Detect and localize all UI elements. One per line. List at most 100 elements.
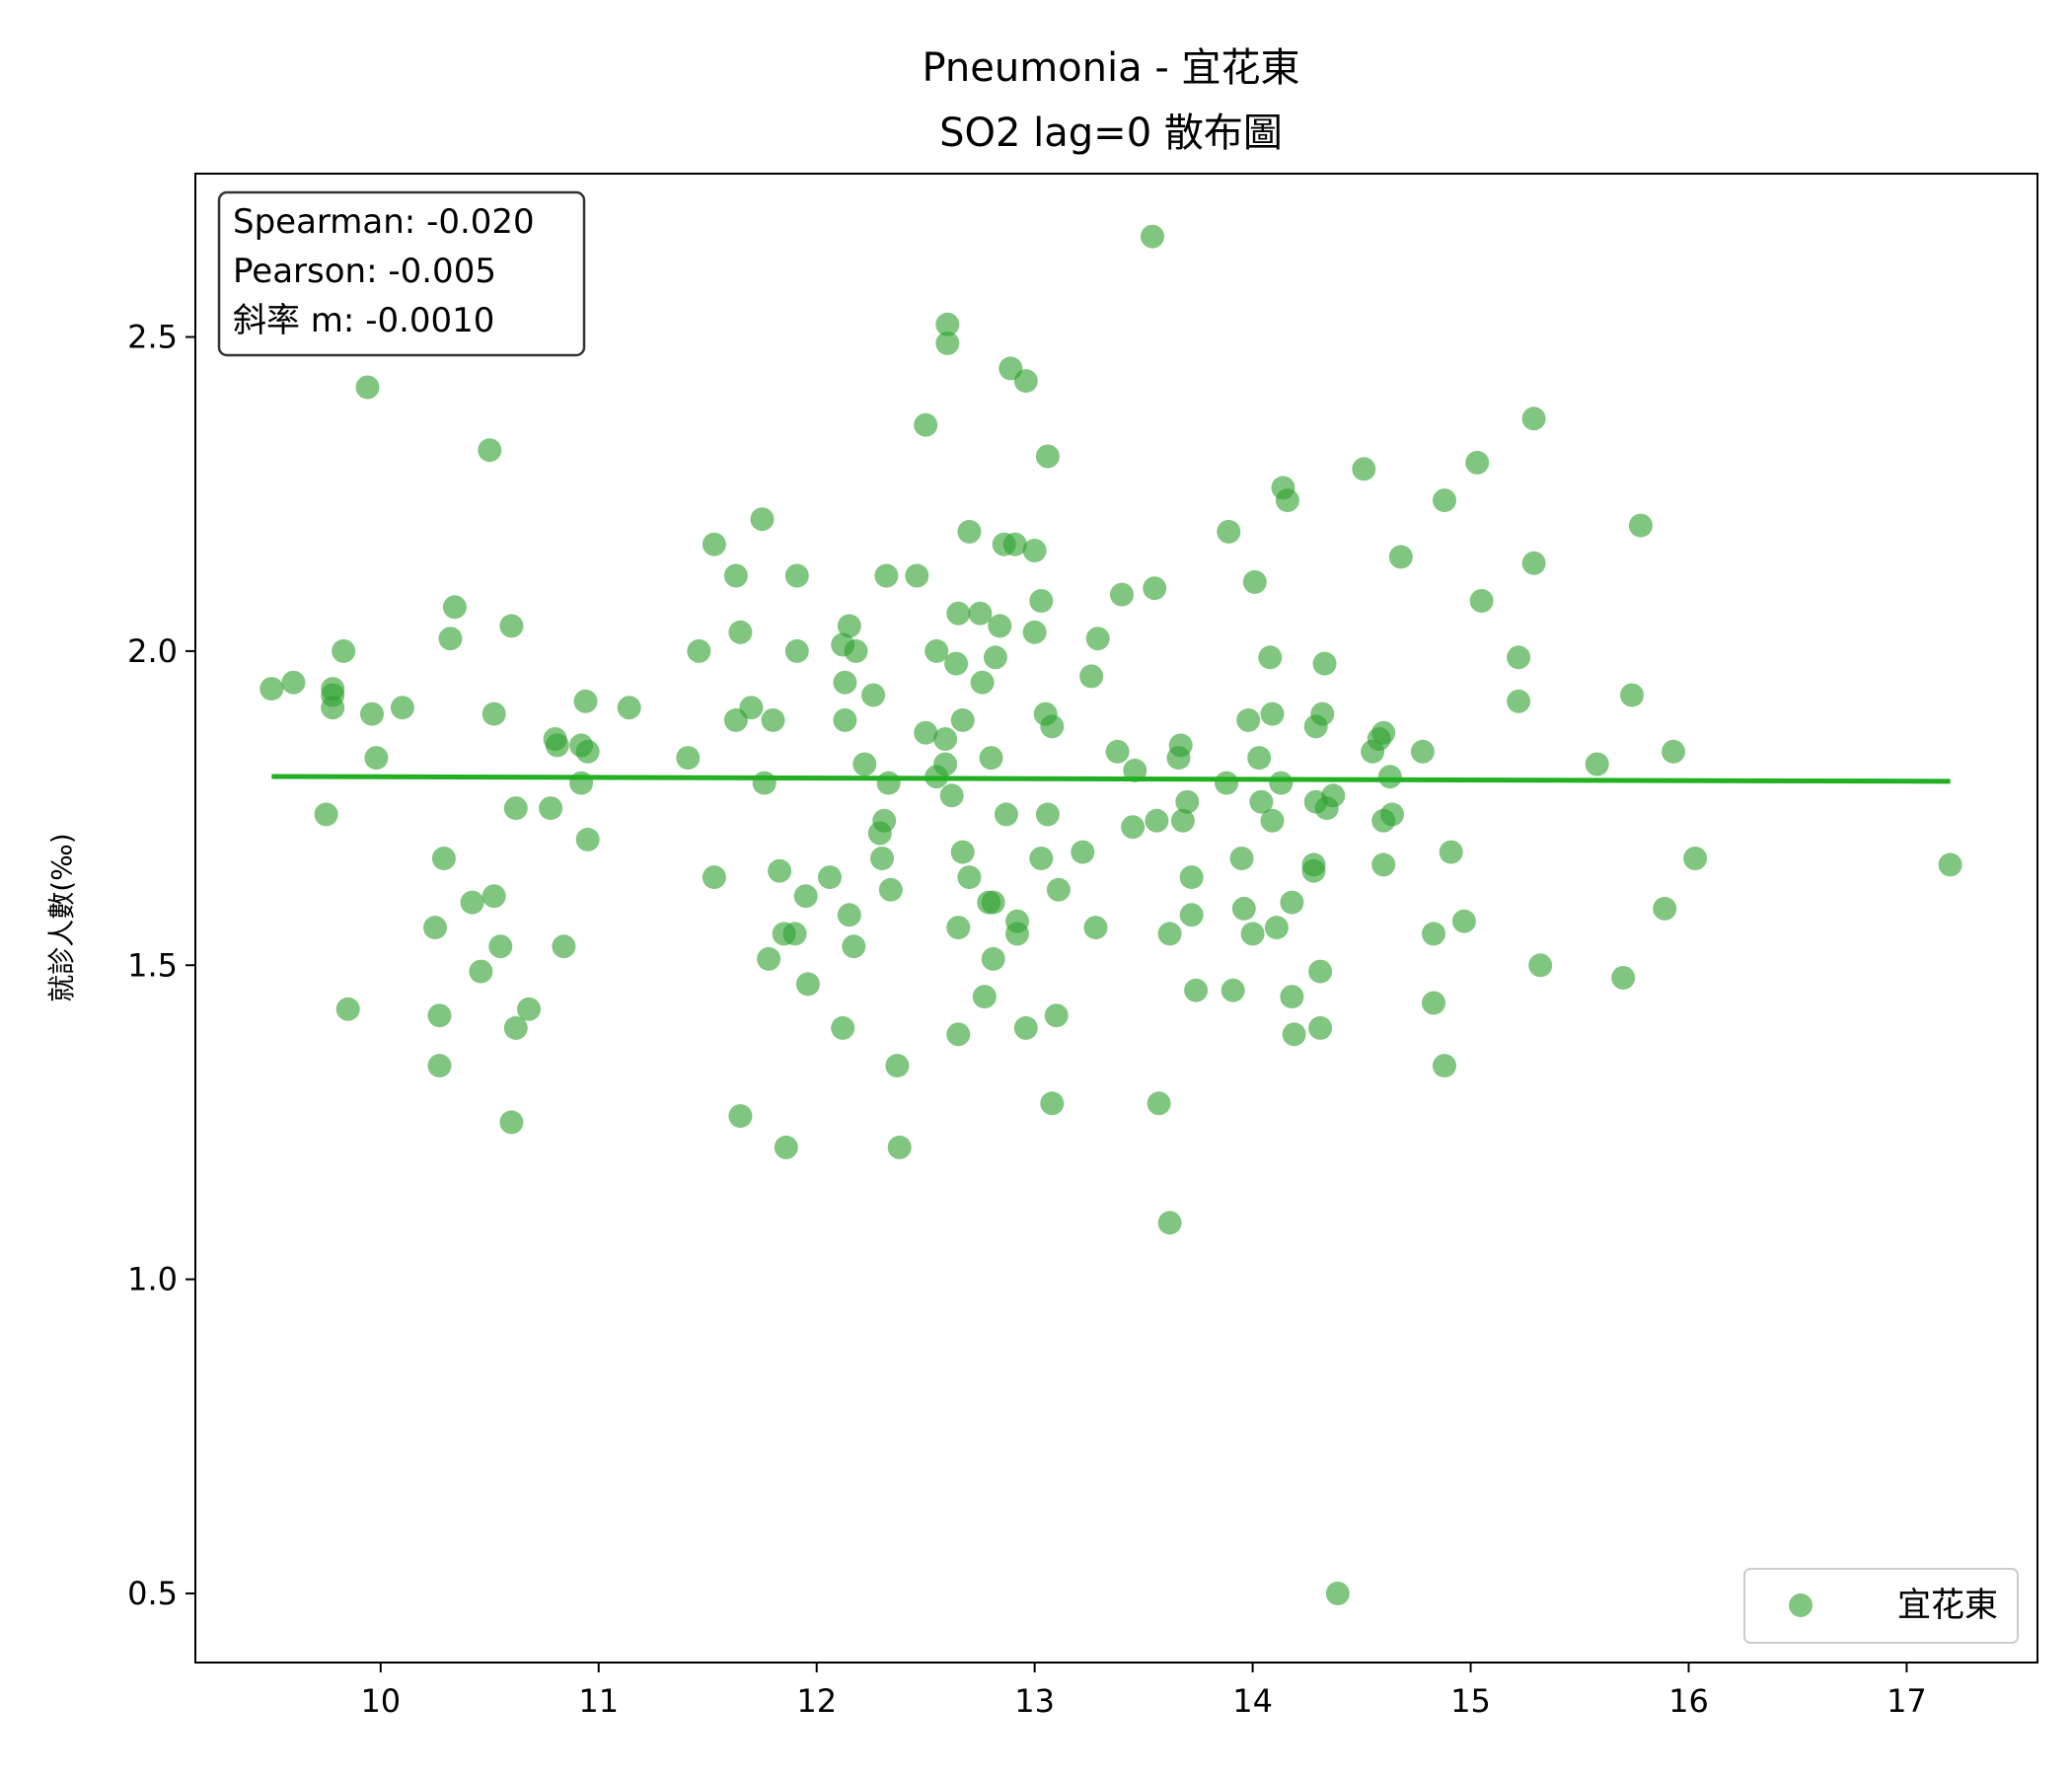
data-point [1282, 1022, 1306, 1047]
data-point [335, 997, 360, 1021]
data-point [1175, 789, 1200, 814]
data-point [503, 1015, 528, 1040]
data-point [281, 670, 306, 695]
data-point [1310, 702, 1335, 726]
data-point [1013, 1015, 1038, 1040]
data-point [460, 890, 484, 915]
data-point [833, 707, 857, 732]
data-point [1242, 569, 1267, 594]
pearson-text: Pearson: -0.005 [233, 252, 496, 291]
data-point [837, 614, 861, 638]
data-point [1451, 909, 1476, 933]
data-point [876, 771, 901, 795]
data-point [1465, 450, 1490, 475]
data-point [750, 507, 775, 532]
data-point [950, 840, 975, 864]
data-point [259, 677, 284, 702]
data-point [1260, 808, 1285, 833]
data-point [517, 997, 541, 1021]
data-point [488, 934, 513, 959]
data-point [431, 847, 456, 870]
data-point [946, 601, 971, 626]
slope-text: 斜率 m: -0.0010 [233, 301, 494, 340]
data-point [944, 651, 969, 676]
data-point [1145, 808, 1169, 833]
data-point [723, 563, 748, 588]
data-point [321, 683, 345, 707]
data-point [1433, 488, 1456, 513]
data-point [1215, 771, 1239, 795]
data-point [1184, 978, 1209, 1002]
data-point [1079, 664, 1104, 689]
data-point [1371, 852, 1396, 877]
data-point [981, 890, 1005, 915]
data-point [1662, 739, 1685, 764]
data-point [981, 946, 1005, 971]
data-point [1371, 720, 1396, 745]
data-point [1439, 840, 1463, 864]
data-point [390, 696, 414, 720]
data-point [1002, 532, 1027, 556]
data-point [314, 802, 338, 827]
data-points [259, 224, 1962, 1605]
data-point [569, 771, 594, 795]
data-point [957, 865, 982, 890]
data-point [1083, 916, 1108, 940]
data-point [499, 1110, 524, 1135]
data-point [1628, 513, 1653, 538]
data-point [1157, 1211, 1182, 1235]
data-point [1005, 922, 1029, 946]
data-point [784, 563, 809, 588]
data-point [702, 865, 726, 890]
data-point [972, 985, 997, 1009]
data-point [1029, 847, 1054, 870]
data-point [939, 783, 964, 808]
data-point [878, 877, 903, 902]
y-tick-label: 0.5 [127, 1575, 178, 1612]
data-point [1321, 783, 1346, 808]
data-point [994, 802, 1018, 827]
data-point [1105, 739, 1130, 764]
data-point [1260, 702, 1285, 726]
data-point [1035, 444, 1060, 469]
legend: 宜花東 [1743, 1568, 2019, 1644]
data-point [1143, 576, 1167, 601]
data-point [676, 746, 701, 771]
data-point [1231, 896, 1256, 921]
data-point [617, 696, 641, 720]
data-point [970, 670, 995, 695]
data-point [1308, 959, 1333, 984]
data-point [1410, 739, 1435, 764]
data-point [1147, 1091, 1171, 1116]
x-tick-label: 14 [1232, 1682, 1273, 1720]
chart-subtitle: SO2 lag=0 散布圖 [939, 111, 1283, 156]
data-point [935, 331, 960, 355]
data-point [1044, 1003, 1069, 1028]
data-point [1275, 488, 1299, 513]
data-point [1221, 978, 1245, 1002]
x-tick-label: 13 [1014, 1682, 1055, 1720]
data-point [979, 746, 1003, 771]
data-point [933, 752, 958, 777]
data-point [1040, 714, 1065, 739]
data-point [481, 884, 506, 909]
data-point [1611, 966, 1636, 990]
data-point [782, 922, 807, 946]
data-point [1110, 582, 1134, 607]
data-point [1521, 407, 1546, 431]
data-point [1085, 627, 1110, 651]
data-point [1264, 916, 1289, 940]
data-point [478, 438, 502, 463]
data-point [1022, 539, 1047, 562]
data-point [1123, 758, 1147, 782]
data-point [837, 903, 861, 927]
data-point [1168, 733, 1193, 758]
data-point [1422, 991, 1445, 1015]
data-point [1377, 765, 1402, 789]
data-point [761, 707, 785, 732]
data-point [728, 1104, 753, 1129]
plot-frame [194, 173, 2038, 1664]
data-point [1521, 551, 1546, 575]
data-point [332, 638, 356, 663]
data-point [968, 601, 993, 626]
